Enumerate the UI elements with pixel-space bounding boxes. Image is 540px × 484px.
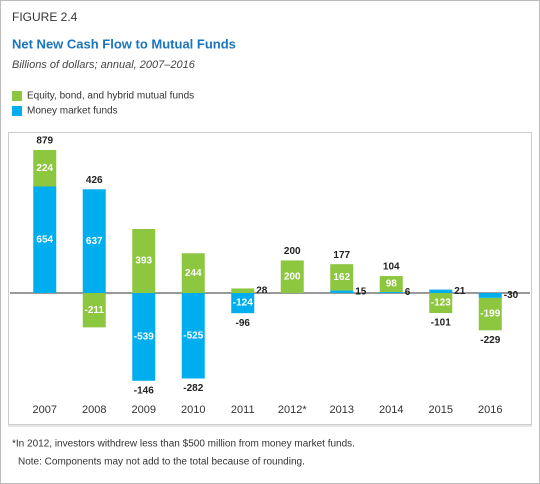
x-tick-label: 2011 [231,404,255,416]
x-tick-label: 2016 [478,404,502,416]
footnote: *In 2012, investors withdrew less than $… [12,439,355,450]
value-label: 15 [355,286,367,297]
value-label: 162 [333,272,350,283]
value-label: 200 [284,271,301,282]
value-label: 637 [86,236,103,247]
bar-segment [379,276,403,293]
bar-segment [82,189,106,293]
legend-label: Equity, bond, and hybrid mutual funds [27,91,194,102]
total-label: 879 [36,136,53,147]
value-label: 224 [36,163,53,174]
value-label: -30 [504,290,519,301]
x-tick-label: 2007 [33,404,57,416]
bar-segment [429,293,453,314]
x-tick-label: 2008 [82,404,106,416]
x-tick-label: 2010 [181,404,205,416]
bar-segment [330,290,354,293]
total-label: -96 [236,318,251,329]
bar-segment [231,293,255,314]
chart-subtitle: Billions of dollars; annual, 2007–2016 [12,59,196,71]
bar-segment [132,293,156,381]
x-tick-label: 2014 [379,404,403,416]
legend-label: Money market funds [27,106,118,117]
x-tick-label: 2012* [278,404,307,416]
total-label: 426 [86,175,103,186]
legend-swatch [12,106,22,116]
figure-label: FIGURE 2.4 [12,10,78,24]
total-label: -146 [134,385,154,396]
total-label: -229 [480,335,500,346]
total-label: -282 [183,383,203,394]
value-label: -123 [431,298,451,309]
total-label: 177 [333,250,350,261]
bar-segment [231,288,255,293]
x-tick-label: 2009 [132,404,156,416]
total-label: 200 [284,246,301,257]
bar-segment [82,293,106,328]
total-label: 104 [383,262,400,273]
footnote: Note: Components may not add to the tota… [18,457,305,468]
bar-segment [33,150,57,187]
plot-frame [8,132,532,425]
total-label: -101 [431,318,451,329]
bar-segment [181,293,205,379]
value-label: 6 [405,287,411,298]
legend-swatch [12,91,22,101]
bar-segment [280,260,304,293]
bar-segment [478,293,502,298]
value-label: 244 [185,268,202,279]
value-label: -211 [85,305,105,316]
value-label: 28 [256,285,268,296]
bar-segment [33,186,57,293]
bar-segment [330,264,354,291]
value-label: 98 [386,279,398,290]
x-tick-label: 2013 [330,404,354,416]
value-label: -199 [480,309,500,320]
value-label: 654 [36,234,53,245]
bar-segment [379,292,403,293]
bar-segment [429,289,453,293]
value-label: 21 [454,286,466,297]
bar-segment [478,297,502,331]
chart-title: Net New Cash Flow to Mutual Funds [12,36,236,51]
value-label: -124 [233,298,253,309]
bar-segment [181,253,205,293]
value-label: 393 [135,256,152,267]
x-tick-label: 2015 [429,404,453,416]
value-label: -525 [183,330,203,341]
value-label: -539 [134,332,154,343]
bar-segment [132,228,156,293]
